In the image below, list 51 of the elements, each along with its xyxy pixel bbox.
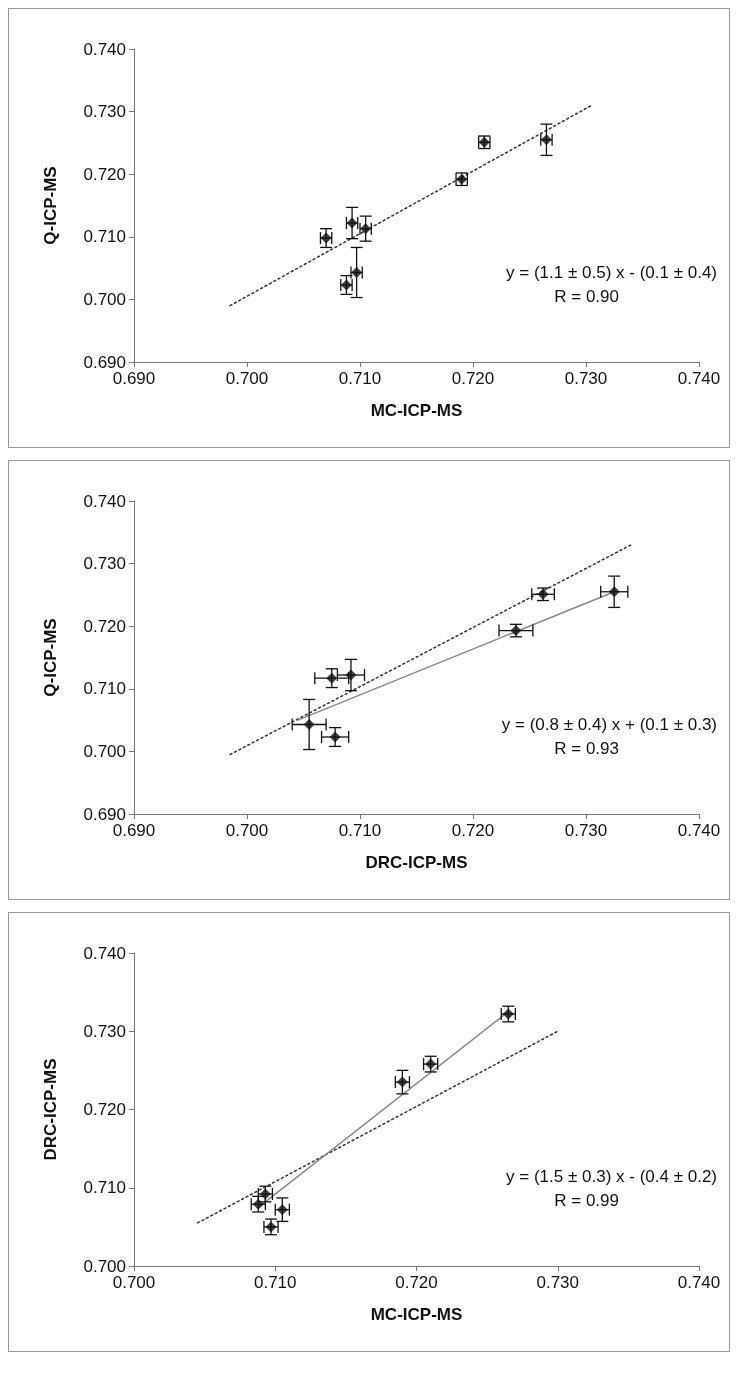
x-tick-label: 0.730 bbox=[564, 821, 608, 840]
annotation: y = (0.8 ± 0.4) x + (0.1 ± 0.3) bbox=[501, 715, 718, 734]
point bbox=[329, 731, 341, 743]
y-tick-label: 0.710 bbox=[83, 679, 126, 699]
y-tick-label: 0.740 bbox=[83, 943, 126, 963]
x-axis-title: DRC-ICP-MS bbox=[365, 853, 468, 872]
point bbox=[303, 718, 315, 730]
x-axis-title: MC-ICP-MS bbox=[370, 1305, 463, 1324]
y-tick-label: 0.730 bbox=[83, 554, 126, 574]
x-tick-label: 0.700 bbox=[112, 1273, 156, 1292]
y-tick-label: 0.690 bbox=[83, 352, 126, 372]
x-tick-label: 0.710 bbox=[253, 1273, 297, 1292]
x-tick-label: 0.720 bbox=[395, 1273, 438, 1292]
x-tick-label: 0.700 bbox=[225, 821, 269, 840]
y-axis-title: DRC-ICP-MS bbox=[41, 1058, 60, 1161]
y-tick-label: 0.700 bbox=[83, 741, 126, 761]
x-axis-title: MC-ICP-MS bbox=[370, 401, 463, 420]
y-tick-label: 0.690 bbox=[83, 804, 126, 824]
y-tick-label: 0.720 bbox=[83, 1100, 126, 1119]
annotation: y = (1.5 ± 0.3) x - (0.4 ± 0.2) bbox=[506, 1167, 718, 1186]
y-tick-label: 0.730 bbox=[83, 102, 126, 122]
x-tick-label: 0.710 bbox=[338, 821, 382, 840]
y-tick-label: 0.700 bbox=[83, 1256, 126, 1276]
x-tick-label: 0.720 bbox=[451, 821, 495, 840]
point bbox=[608, 586, 620, 598]
point bbox=[326, 672, 338, 684]
x-tick-label: 0.710 bbox=[338, 369, 382, 388]
x-tick-label: 0.700 bbox=[225, 369, 269, 388]
y-tick-label: 0.720 bbox=[83, 616, 126, 636]
y-tick-label: 0.700 bbox=[83, 289, 126, 309]
y-tick-label: 0.710 bbox=[83, 227, 126, 247]
x-tick-label: 0.690 bbox=[112, 369, 156, 388]
x-tick-label: 0.730 bbox=[564, 369, 608, 388]
annotation: R = 0.99 bbox=[554, 1191, 620, 1210]
x-tick-label: 0.690 bbox=[112, 821, 156, 840]
y-axis-title: Q-ICP-MS bbox=[41, 618, 60, 697]
y-tick-label: 0.710 bbox=[83, 1178, 126, 1198]
y-tick-label: 0.730 bbox=[83, 1021, 126, 1041]
x-tick-label: 0.720 bbox=[451, 369, 495, 388]
annotation: R = 0.93 bbox=[554, 739, 620, 758]
annotation: y = (1.1 ± 0.5) x - (0.1 ± 0.4) bbox=[506, 263, 718, 282]
annotation: R = 0.90 bbox=[554, 287, 620, 306]
x-tick-label: 0.740 bbox=[677, 1273, 721, 1292]
point bbox=[345, 669, 357, 681]
x-tick-label: 0.740 bbox=[677, 369, 721, 388]
y-tick-label: 0.740 bbox=[83, 39, 126, 59]
y-tick-label: 0.740 bbox=[83, 491, 126, 511]
y-axis-title: Q-ICP-MS bbox=[41, 166, 60, 245]
y-tick-label: 0.720 bbox=[83, 164, 126, 184]
x-tick-label: 0.740 bbox=[677, 821, 721, 840]
x-tick-label: 0.730 bbox=[536, 1273, 580, 1292]
